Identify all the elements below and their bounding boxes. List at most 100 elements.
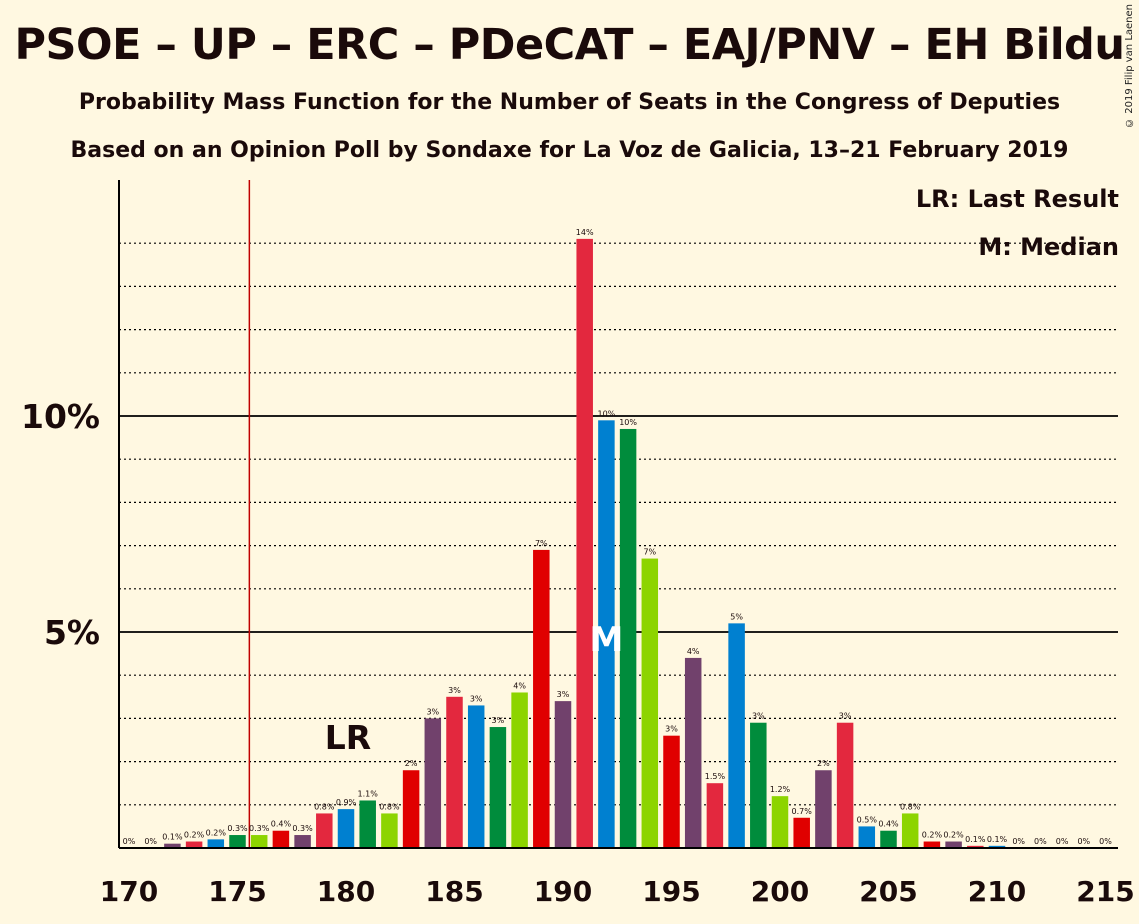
data-label-192: 10% [598,409,616,418]
median-marker: M [589,620,623,660]
bar-207 [923,841,941,848]
data-labels: 0% 0% 0.1% 0.2% 0.2% 0.3% 0.3% 0.4% 0.3%0.8% 0.9%… [123,228,1113,846]
chart-subtitle: Probability Mass Function for the Number… [78,90,1061,115]
y-tick-label: 10% [21,397,100,436]
bar-192 [598,420,615,848]
bar-210 [988,845,1006,848]
bar-176 [250,835,268,848]
data-label-181: 1.1% [358,789,379,798]
data-label-210: 0.1% [987,835,1008,844]
data-label-206: 0.8% [900,802,921,811]
bar-199 [750,722,767,848]
x-tick-label: 190 [534,875,592,908]
legend-median: M: Median [978,233,1119,261]
data-label-199: 3% [752,712,765,721]
bar-194 [641,558,659,848]
axes: 5% 10% 170 175 180 185 190 195 200 205 210 215 [21,180,1135,908]
bar-177 [272,830,290,848]
data-label-202: 2% [817,759,830,768]
bar-202 [815,770,832,848]
data-label-182: 0.8% [379,802,400,811]
data-label-215: 0% [1099,837,1112,846]
data-label-211: 0% [1012,837,1025,846]
x-tick-label: 215 [1076,875,1134,908]
data-label-188: 4% [513,681,526,690]
data-label-203: 3% [839,712,852,721]
bar-178 [294,835,311,848]
data-label-175: 0.3% [227,824,248,833]
data-label-172: 0.1% [162,833,183,842]
data-label-200: 1.2% [770,785,791,794]
legend-last-result: LR: Last Result [915,185,1119,213]
bar-181 [359,800,376,848]
bar-195 [663,735,680,848]
data-label-194: 7% [643,548,656,557]
data-label-179: 0.8% [314,802,335,811]
data-label-173: 0.2% [184,831,205,840]
bar-184 [424,718,442,848]
bar-204 [858,826,876,848]
bar-198 [728,623,745,848]
bar-209 [967,845,984,848]
bar-172 [164,843,181,848]
chart-title: PSOE – UP – ERC – PDeCAT – EAJ/PNV – EH … [14,20,1125,70]
data-label-187: 3% [492,716,505,725]
x-tick-label: 170 [100,875,158,908]
data-label-170: 0% [123,837,136,846]
x-tick-label: 210 [968,875,1026,908]
data-label-184: 3% [426,707,439,716]
x-tick-label: 185 [425,875,483,908]
bar-197 [706,783,724,848]
bar-200 [771,796,789,848]
data-label-213: 0% [1056,837,1069,846]
bar-191 [576,238,593,848]
chart-source: Based on an Opinion Poll by Sondaxe for … [70,138,1069,163]
data-label-201: 0.7% [792,807,813,816]
data-label-195: 3% [665,725,678,734]
bar-174 [207,839,225,848]
bar-179 [316,813,333,848]
bar-208 [945,841,962,848]
x-tick-label: 205 [859,875,917,908]
data-label-198: 5% [730,612,743,621]
last-result-label: LR [325,718,371,757]
bar-193 [619,428,637,848]
data-label-197: 1.5% [705,772,726,781]
bar-185 [446,696,463,848]
data-label-178: 0.3% [292,824,313,833]
x-tick-label: 175 [208,875,266,908]
x-tick-label: 195 [642,875,700,908]
bar-175 [229,835,246,848]
bar-182 [381,813,398,848]
data-label-176: 0.3% [249,824,270,833]
bar-183 [402,770,420,848]
data-label-190: 3% [557,690,570,699]
data-label-212: 0% [1034,837,1047,846]
data-label-183: 2% [405,759,418,768]
bar-180 [337,809,355,848]
data-label-191: 14% [576,228,594,237]
bar-205 [880,830,897,848]
bars [164,238,1006,848]
bar-186 [467,705,485,848]
y-tick-label: 5% [44,613,100,652]
bar-196 [684,657,702,848]
bar-188 [511,692,528,848]
data-label-196: 4% [687,647,700,656]
gridlines [119,180,1118,848]
data-label-189: 7% [535,539,548,548]
data-label-193: 10% [619,418,637,427]
bar-206 [901,813,919,848]
data-label-205: 0.4% [878,820,899,829]
data-label-185: 3% [448,686,461,695]
bar-201 [793,817,810,848]
bar-203 [836,722,854,848]
data-label-209: 0.1% [965,835,986,844]
bar-190 [554,701,572,848]
bar-187 [489,727,507,848]
data-label-214: 0% [1077,837,1090,846]
x-tick-label: 200 [751,875,809,908]
data-label-208: 0.2% [943,831,964,840]
data-label-204: 0.5% [857,815,878,824]
